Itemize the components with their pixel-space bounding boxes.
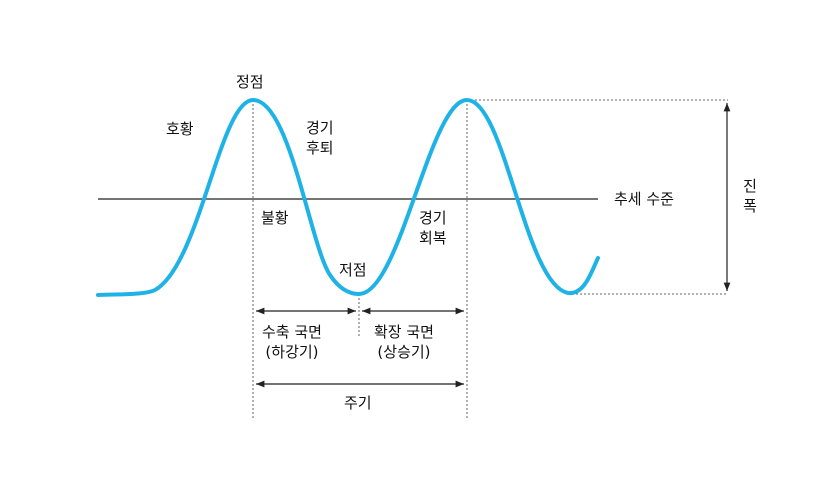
- label-recovery: 경기 회복: [419, 209, 447, 247]
- label-period: 주기: [344, 394, 372, 412]
- label-boom: 호황: [166, 120, 194, 138]
- label-slowdown: 경기 후퇴: [306, 119, 334, 157]
- label-peak: 정점: [236, 73, 264, 91]
- label-trend: 추세 수준: [614, 190, 674, 208]
- label-expansion: 확장 국면 (상승기): [374, 323, 434, 361]
- label-trough: 저점: [339, 261, 367, 279]
- label-recession: 불황: [261, 209, 289, 227]
- label-amplitude: 진 폭: [743, 177, 757, 215]
- label-contraction: 수축 국면 (하강기): [262, 323, 322, 361]
- cycle-curve: [96, 97, 600, 297]
